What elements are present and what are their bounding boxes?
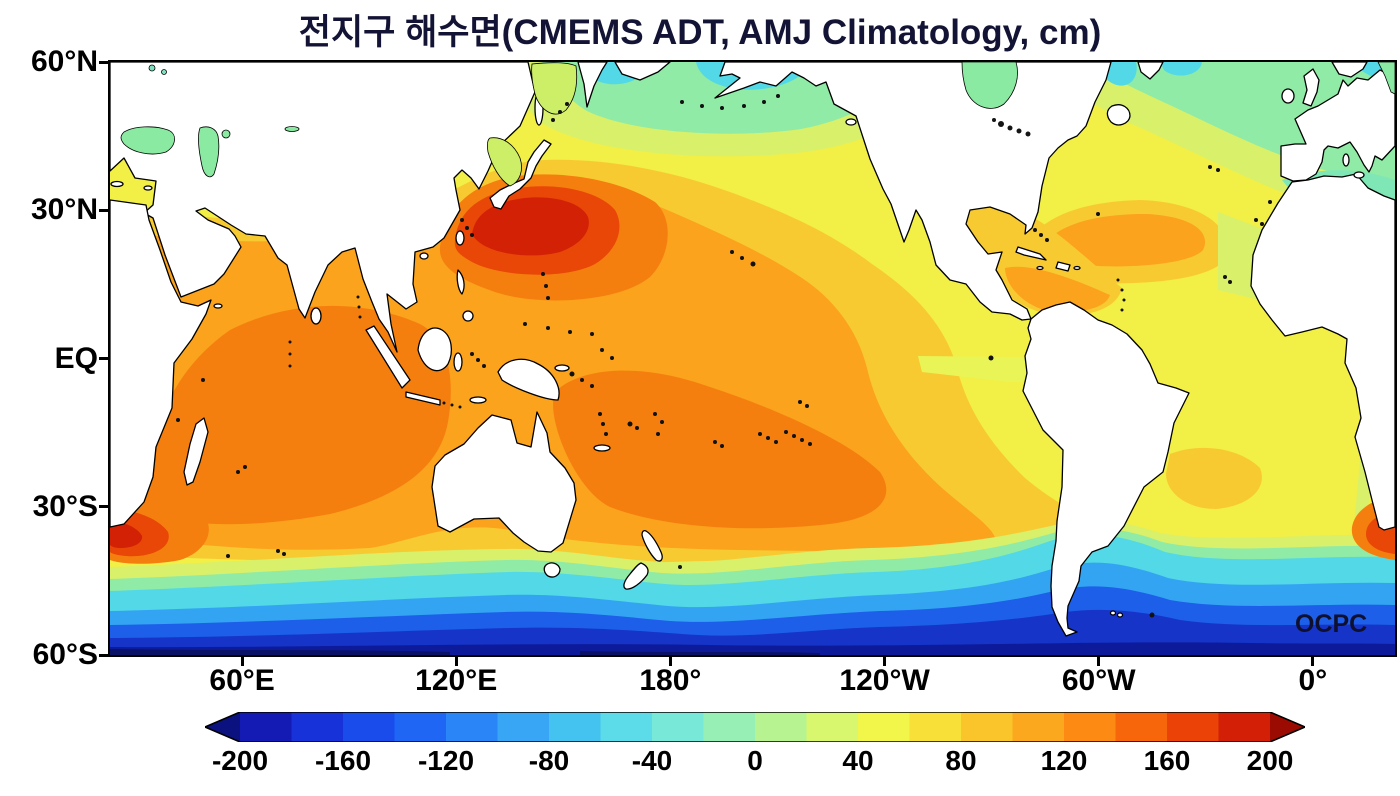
watermark-ocpc: OCPC [1295, 610, 1368, 638]
x-tick-mark [668, 657, 672, 666]
colorbar-tick-label: 120 [1040, 745, 1088, 776]
y-tick-mark [99, 357, 108, 360]
x-tick-mark [1097, 657, 1101, 666]
x-tick-mark [454, 657, 458, 666]
y-tick-mark [99, 208, 108, 212]
x-tick-mark [240, 657, 244, 666]
x-tick-label: 180° [639, 664, 702, 697]
x-tick-label: 60°E [209, 664, 275, 697]
x-tick-label: 0° [1298, 664, 1328, 697]
y-tick-mark [99, 653, 108, 657]
map-frame [108, 60, 1397, 657]
colorbar-tick-label: 80 [945, 745, 977, 776]
colorbar-tick-label: -120 [417, 745, 475, 776]
x-tick-label: 60°W [1061, 664, 1136, 697]
world-map-svg [110, 62, 1395, 655]
y-tick-label: EQ [54, 341, 98, 375]
small-islands [176, 94, 1272, 618]
chart-title: 전지구 해수면(CMEMS ADT, AMJ Climatology, cm) [298, 13, 1102, 52]
colorbar-tick-label: 40 [842, 745, 874, 776]
colorbar-tick-label: -80 [528, 745, 570, 776]
x-tick-mark [1311, 657, 1315, 666]
y-tick-label: 30°N [30, 193, 98, 227]
colorbar-tick-label: -40 [631, 745, 673, 776]
colorbar-tick-labels: -200 -160 -120 -80 -40 0 40 80 120 160 200 [205, 745, 1305, 781]
continents [110, 62, 1395, 637]
colorbar-tick-label: -200 [211, 745, 269, 776]
y-tick-mark [99, 60, 108, 64]
colorbar-tick-label: -160 [314, 745, 372, 776]
colorbar [203, 711, 1307, 743]
colorbar-tick-label: 160 [1143, 745, 1191, 776]
enclosed-seas [120, 62, 1395, 187]
y-tick-label: 30°S [32, 489, 98, 523]
y-tick-mark [99, 505, 108, 509]
x-tick-label: 120°E [415, 664, 498, 697]
colorbar-tick-label: 0 [747, 745, 763, 776]
x-tick-mark [883, 657, 887, 666]
colorbar-tick-label: 200 [1246, 745, 1294, 776]
y-tick-label: 60°N [30, 45, 98, 78]
x-tick-label: 120°W [839, 664, 930, 697]
colorbar-svg [203, 711, 1307, 743]
y-tick-label: 60°S [32, 638, 98, 671]
